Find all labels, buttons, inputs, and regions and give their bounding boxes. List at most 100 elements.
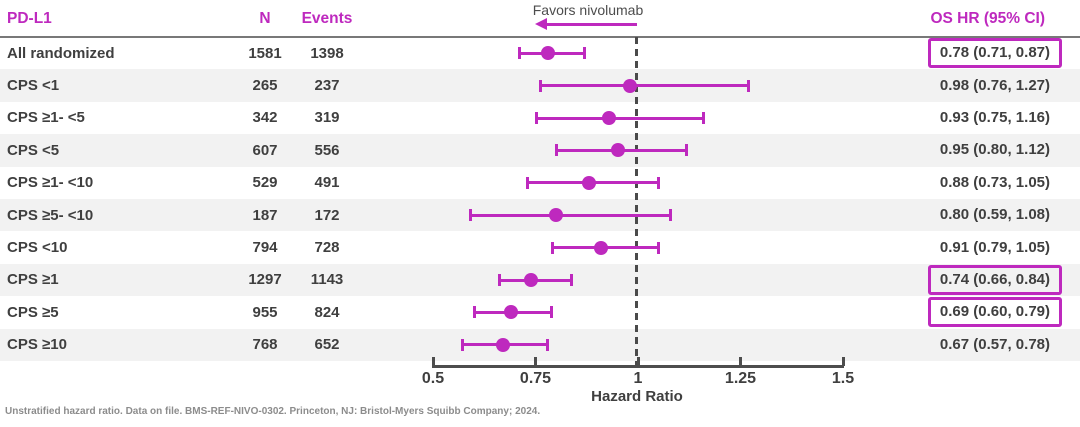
- ci-whisker: [539, 84, 749, 88]
- row-events-value: 824: [314, 303, 340, 321]
- point-estimate: [594, 240, 609, 255]
- row-events-value: 319: [314, 109, 340, 127]
- ci-cap-low: [534, 112, 538, 124]
- ci-cap-high: [746, 79, 750, 92]
- hr-value: 0.91 (0.79, 1.05): [939, 238, 1050, 256]
- column-header-pdl1: PD-L1: [7, 10, 52, 27]
- row-hr-cell: 0.91 (0.79, 1.05): [928, 231, 1062, 263]
- row-hr-cell: 0.78 (0.71, 0.87): [927, 37, 1062, 69]
- row-label: CPS <10: [7, 239, 68, 257]
- x-axis-tick: [739, 357, 742, 366]
- ci-cap-low: [460, 338, 464, 351]
- table-row: CPS ≥1- <10 529 491 0.88 (0.73, 1.05): [0, 167, 1080, 199]
- row-events-value: 728: [314, 239, 340, 257]
- row-n-value: 187: [252, 206, 278, 224]
- row-hr-cell: 0.80 (0.59, 1.08): [928, 199, 1062, 231]
- ci-cap-low: [538, 79, 542, 92]
- x-axis-tick-label: 1: [633, 370, 643, 387]
- row-hr-cell: 0.98 (0.76, 1.27): [928, 69, 1062, 101]
- point-estimate: [495, 337, 510, 352]
- hr-value: 0.67 (0.57, 0.78): [939, 335, 1050, 353]
- ci-cap-high: [668, 209, 672, 222]
- ci-cap-low: [468, 209, 472, 222]
- point-estimate: [549, 208, 563, 223]
- row-hr-cell: 0.67 (0.57, 0.78): [928, 329, 1062, 361]
- row-events-value: 172: [314, 206, 340, 224]
- table-row: All randomized 1581 1398 0.78 (0.71, 0.87): [0, 37, 1080, 69]
- x-axis-tick: [431, 357, 435, 366]
- row-n-value: 342: [252, 109, 278, 127]
- ci-cap-high: [582, 47, 586, 60]
- x-axis-title: Hazard Ratio: [591, 388, 683, 405]
- row-events-value: 237: [314, 77, 340, 95]
- x-axis-tick-label: 1.25: [724, 370, 757, 387]
- row-events-value: 556: [314, 141, 340, 159]
- row-events-value: 652: [314, 336, 340, 354]
- ci-cap-high: [570, 274, 574, 286]
- ci-cap-high: [549, 306, 553, 319]
- ci-cap-low: [526, 176, 530, 189]
- ci-whisker: [469, 213, 671, 217]
- ci-cap-low: [473, 306, 476, 319]
- row-hr-cell: 0.93 (0.75, 1.16): [928, 102, 1062, 134]
- hr-value: 0.95 (0.80, 1.12): [939, 141, 1050, 159]
- row-label: All randomized: [7, 44, 115, 62]
- row-n-value: 529: [252, 174, 278, 192]
- ci-cap-low: [550, 241, 554, 254]
- footnote: Unstratified hazard ratio. Data on file.…: [5, 406, 541, 417]
- row-events-value: 1143: [310, 271, 344, 289]
- row-label: CPS ≥1- <10: [7, 174, 94, 192]
- x-axis-line: [432, 365, 844, 368]
- row-hr-cell: 0.74 (0.66, 0.84): [927, 264, 1062, 296]
- row-n-value: 1297: [248, 271, 282, 289]
- row-label: CPS ≥5- <10: [7, 206, 94, 224]
- ci-cap-low: [555, 144, 558, 157]
- ci-cap-low: [497, 274, 501, 286]
- x-axis-tick-label: 0.5: [421, 370, 445, 387]
- hr-value-highlighted: 0.69 (0.60, 0.79): [927, 297, 1062, 328]
- x-axis-tick-label: 1.5: [831, 370, 855, 387]
- hr-value: 0.93 (0.75, 1.16): [939, 108, 1050, 126]
- ci-cap-high: [656, 176, 660, 189]
- x-axis-tick: [636, 357, 640, 366]
- row-label: CPS ≥1- <5: [7, 109, 85, 127]
- row-n-value: 768: [252, 336, 278, 354]
- table-row: CPS <5 607 556 0.95 (0.80, 1.12): [0, 134, 1080, 167]
- favors-nivolumab-label: Favors nivolumab: [532, 2, 644, 18]
- hr-value-highlighted: 0.74 (0.66, 0.84): [927, 264, 1062, 295]
- point-estimate: [581, 175, 596, 190]
- point-estimate: [610, 143, 625, 158]
- hr-value-highlighted: 0.78 (0.71, 0.87): [927, 38, 1062, 69]
- table-row: CPS ≥5 955 824 0.69 (0.60, 0.79): [0, 296, 1080, 328]
- row-n-value: 955: [252, 303, 278, 321]
- hr-value: 0.88 (0.73, 1.05): [939, 173, 1050, 191]
- row-label: CPS <5: [7, 141, 60, 159]
- column-header-n: N: [259, 10, 271, 27]
- row-label: CPS ≥1: [7, 271, 59, 289]
- row-n-value: 265: [252, 77, 278, 95]
- hr-value: 0.98 (0.76, 1.27): [939, 76, 1050, 94]
- table-row: CPS <10 794 728 0.91 (0.79, 1.05): [0, 231, 1080, 263]
- ci-cap-low: [518, 47, 522, 60]
- x-axis-tick-label: 0.75: [519, 370, 552, 387]
- favors-arrow-stem: [546, 23, 637, 26]
- x-axis-tick: [534, 357, 537, 366]
- row-label: CPS ≥10: [7, 336, 67, 354]
- point-estimate: [602, 111, 617, 125]
- point-estimate: [540, 46, 555, 61]
- row-events-value: 1398: [310, 44, 344, 62]
- column-header-os-hr: OS HR (95% CI): [930, 10, 1045, 27]
- row-label: CPS <1: [7, 77, 60, 95]
- row-n-value: 794: [252, 239, 278, 257]
- row-label: CPS ≥5: [7, 303, 59, 321]
- hr-value: 0.80 (0.59, 1.08): [939, 206, 1050, 224]
- table-row: CPS ≥1- <5 342 319 0.93 (0.75, 1.16): [0, 102, 1080, 134]
- ci-cap-high: [685, 144, 689, 157]
- ci-cap-high: [656, 241, 660, 254]
- row-n-value: 607: [252, 141, 278, 159]
- point-estimate: [622, 78, 637, 93]
- row-hr-cell: 0.69 (0.60, 0.79): [927, 296, 1062, 328]
- favors-arrow-left-icon: [535, 18, 547, 30]
- reference-line-hr-1: [635, 37, 638, 366]
- column-header-events: Events: [301, 10, 353, 27]
